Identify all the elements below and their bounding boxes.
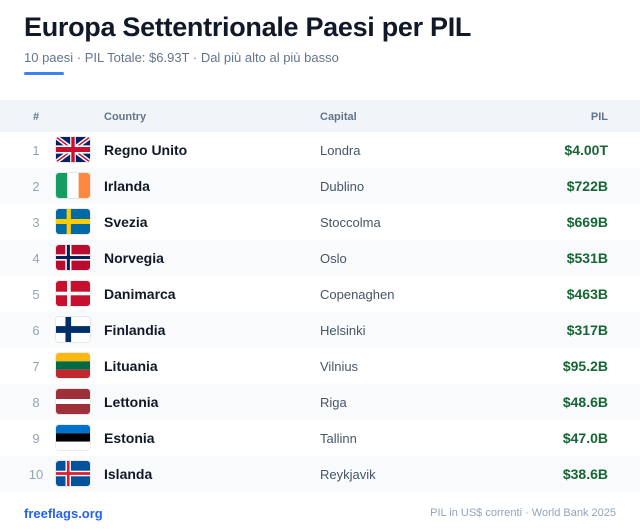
uk-flag-icon — [56, 137, 90, 162]
row-country: Svezia — [104, 214, 148, 230]
row-rank: 6 — [32, 323, 40, 338]
row-rank: 9 — [32, 431, 40, 446]
iceland-flag-icon — [56, 461, 90, 486]
ireland-flag-icon — [56, 173, 90, 198]
gdp-table: # Country Capital PIL 1 Regno Unito Lond… — [0, 100, 640, 492]
header-country: Country — [104, 111, 147, 123]
table-row: 3 Svezia Stoccolma $669B — [0, 204, 640, 240]
page-title: Europa Settentrionale Paesi per PIL — [24, 12, 472, 42]
table-row: 1 Regno Unito Londra $4.00T — [0, 132, 640, 168]
row-capital: Helsinki — [320, 323, 366, 338]
row-capital: Reykjavik — [320, 467, 376, 482]
row-country: Lituania — [104, 358, 158, 374]
row-rank: 10 — [28, 467, 44, 482]
row-country: Norvegia — [104, 250, 164, 266]
row-pil: $317B — [566, 322, 608, 338]
latvia-flag-icon — [56, 389, 90, 414]
row-pil: $669B — [566, 214, 608, 230]
table-row: 4 Norvegia Oslo $531B — [0, 240, 640, 276]
row-pil: $531B — [566, 250, 608, 266]
row-country: Islanda — [104, 466, 153, 482]
table-row: 7 Lituania Vilnius $95.2B — [0, 348, 640, 384]
row-pil: $48.6B — [562, 394, 608, 410]
sweden-flag-icon — [56, 209, 90, 234]
row-rank: 5 — [32, 287, 40, 302]
row-rank: 1 — [32, 143, 40, 158]
header-capital: Capital — [320, 111, 357, 123]
row-pil: $463B — [566, 286, 608, 302]
row-pil: $38.6B — [562, 466, 608, 482]
row-country: Danimarca — [104, 286, 176, 302]
table-row: 10 Islanda Reykjavik $38.6B — [0, 456, 640, 492]
row-country: Regno Unito — [104, 142, 188, 158]
row-capital: Copenaghen — [320, 287, 395, 302]
row-capital: Tallinn — [320, 431, 357, 446]
table-row: 2 Irlanda Dublino $722B — [0, 168, 640, 204]
header-pil: PIL — [590, 111, 608, 123]
row-rank: 3 — [32, 215, 40, 230]
row-pil: $47.0B — [562, 430, 608, 446]
row-rank: 7 — [32, 359, 40, 374]
row-capital: Stoccolma — [320, 215, 381, 230]
denmark-flag-icon — [56, 281, 90, 306]
norway-flag-icon — [56, 245, 90, 270]
row-pil: $722B — [566, 178, 608, 194]
row-capital: Vilnius — [320, 359, 359, 374]
source-note: PIL in US$ correnti · World Bank 2025 — [430, 507, 616, 519]
row-pil: $95.2B — [562, 358, 608, 374]
table-header: # Country Capital PIL — [0, 100, 640, 132]
row-capital: Riga — [320, 395, 347, 410]
table-row: 5 Danimarca Copenaghen $463B — [0, 276, 640, 312]
title-accent-bar — [24, 72, 64, 75]
estonia-flag-icon — [56, 425, 90, 450]
row-country: Irlanda — [104, 178, 150, 194]
table-row: 8 Lettonia Riga $48.6B — [0, 384, 640, 420]
finland-flag-icon — [56, 317, 90, 342]
row-capital: Londra — [320, 143, 361, 158]
row-country: Lettonia — [104, 394, 159, 410]
table-row: 6 Finlandia Helsinki $317B — [0, 312, 640, 348]
row-capital: Oslo — [320, 251, 347, 266]
row-rank: 2 — [32, 179, 40, 194]
table-row: 9 Estonia Tallinn $47.0B — [0, 420, 640, 456]
lithuania-flag-icon — [56, 353, 90, 378]
page-subtitle: 10 paesi · PIL Totale: $6.93T · Dal più … — [24, 50, 339, 65]
row-rank: 4 — [32, 251, 40, 266]
header-num: # — [32, 111, 40, 123]
row-capital: Dublino — [320, 179, 365, 194]
row-pil: $4.00T — [564, 142, 608, 158]
row-country: Estonia — [104, 430, 155, 446]
brand-link[interactable]: freeflags.org — [24, 506, 103, 521]
row-rank: 8 — [32, 395, 40, 410]
row-country: Finlandia — [104, 322, 166, 338]
